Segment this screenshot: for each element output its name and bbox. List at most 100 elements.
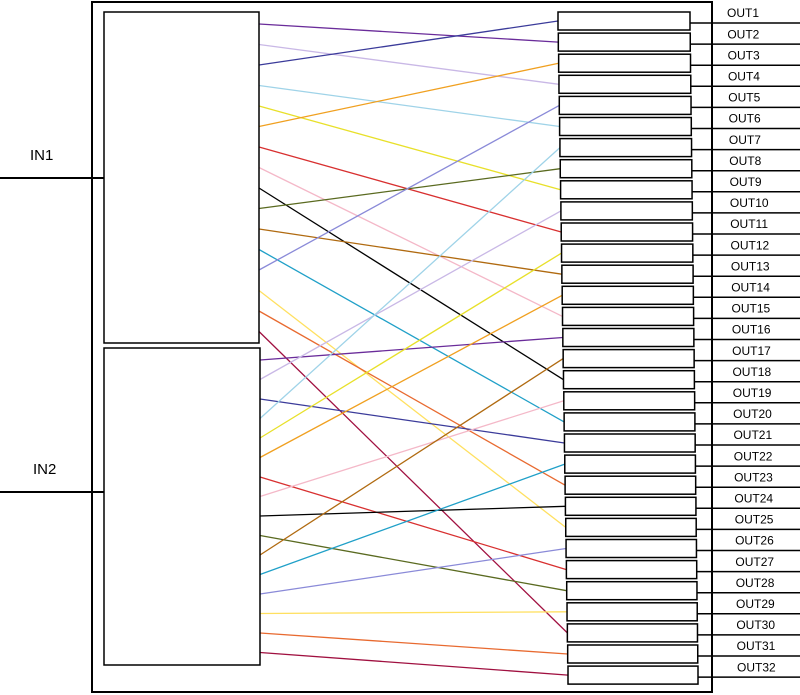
output-box	[562, 327, 695, 348]
output-label: OUT29	[736, 597, 775, 611]
fiber-line	[258, 146, 562, 233]
output-box	[567, 665, 699, 685]
fiber-line	[258, 228, 562, 275]
fiber-line	[258, 62, 559, 128]
output-box	[563, 391, 696, 411]
output-label: OUT1	[727, 6, 759, 20]
fiber-line	[259, 147, 561, 419]
output-label: OUT32	[737, 660, 776, 674]
fiber-line	[259, 336, 563, 361]
output-box	[564, 475, 697, 495]
output-label: OUT24	[734, 491, 773, 505]
output-label: OUT23	[734, 470, 773, 484]
output-box	[566, 623, 699, 643]
output-label: OUT7	[729, 133, 761, 147]
fiber-line	[258, 84, 560, 128]
fiber-line	[259, 476, 567, 571]
fiber-line	[259, 547, 567, 595]
fiber-line	[258, 20, 559, 66]
output-box	[566, 644, 699, 664]
output-box	[566, 602, 698, 622]
output-box	[561, 285, 695, 306]
output-label: OUT9	[730, 175, 762, 189]
output-label: OUT15	[732, 302, 771, 316]
fiber-line	[259, 210, 562, 381]
fiber-line	[259, 398, 565, 444]
fiber-line	[258, 310, 566, 486]
fiber-line	[259, 252, 562, 439]
output-box	[563, 433, 696, 453]
fiber-line	[259, 611, 568, 615]
output-box	[559, 158, 693, 179]
fiber-line	[259, 358, 564, 556]
output-label: OUT14	[731, 280, 770, 294]
output-box	[563, 412, 696, 432]
output-box	[557, 11, 691, 31]
connections	[258, 20, 569, 676]
input-box-1	[103, 11, 260, 344]
output-box	[558, 74, 692, 95]
output-label: OUT5	[728, 91, 760, 105]
fiber-line	[259, 534, 567, 592]
fiber-line	[259, 632, 568, 655]
fiber-line	[258, 104, 560, 271]
output-box	[557, 53, 692, 73]
output-label: OUT11	[730, 217, 768, 231]
output-box	[558, 95, 692, 116]
fiber-line	[258, 105, 561, 191]
output-box	[557, 32, 692, 52]
input-label: IN1	[30, 147, 53, 164]
output-box	[561, 306, 695, 327]
output-label: OUT16	[732, 323, 771, 337]
output-label: OUT27	[735, 555, 774, 569]
outer-frame	[91, 1, 713, 693]
output-label: OUT3	[728, 48, 760, 62]
output-box	[562, 369, 696, 390]
output-label: OUT18	[732, 365, 771, 379]
output-box	[559, 137, 693, 158]
input-label: IN2	[33, 461, 56, 478]
output-box	[565, 559, 698, 580]
output-box	[562, 348, 695, 369]
output-label: OUT26	[735, 534, 774, 548]
output-label: OUT17	[732, 344, 771, 358]
fiber-line	[258, 248, 565, 423]
output-label: OUT13	[731, 259, 770, 273]
output-box	[559, 180, 693, 200]
fiber-line	[258, 166, 563, 317]
output-box	[565, 538, 698, 559]
fiber-line	[259, 294, 563, 459]
fiber-line	[259, 651, 569, 676]
fiber-line	[259, 400, 565, 498]
output-box	[565, 580, 698, 601]
fiber-line	[258, 43, 560, 85]
fiber-line	[259, 463, 565, 576]
fiber-line	[258, 23, 559, 43]
fiber-line	[258, 331, 568, 634]
output-label: OUT19	[733, 386, 772, 400]
output-label: OUT31	[737, 639, 776, 653]
output-box	[564, 496, 697, 517]
output-box	[564, 517, 697, 538]
input-box-2	[103, 347, 261, 666]
output-label: OUT2	[727, 27, 759, 41]
output-box	[564, 454, 697, 474]
output-label: OUT6	[729, 112, 761, 126]
fiber-line	[259, 505, 566, 517]
output-label: OUT12	[731, 238, 770, 252]
output-box	[560, 222, 694, 242]
output-box	[560, 243, 694, 263]
output-label: OUT22	[734, 449, 773, 463]
output-label: OUT4	[728, 69, 760, 83]
output-label: OUT28	[736, 576, 775, 590]
output-label: OUT30	[736, 618, 775, 632]
fiber-line	[258, 187, 564, 381]
output-label: OUT8	[729, 154, 761, 168]
output-label: OUT25	[735, 513, 774, 527]
output-box	[561, 264, 694, 284]
output-label: OUT21	[733, 428, 772, 442]
fiber-line	[258, 168, 561, 210]
output-box	[558, 116, 693, 137]
output-label: OUT10	[730, 196, 769, 210]
fiber-line	[258, 289, 567, 528]
